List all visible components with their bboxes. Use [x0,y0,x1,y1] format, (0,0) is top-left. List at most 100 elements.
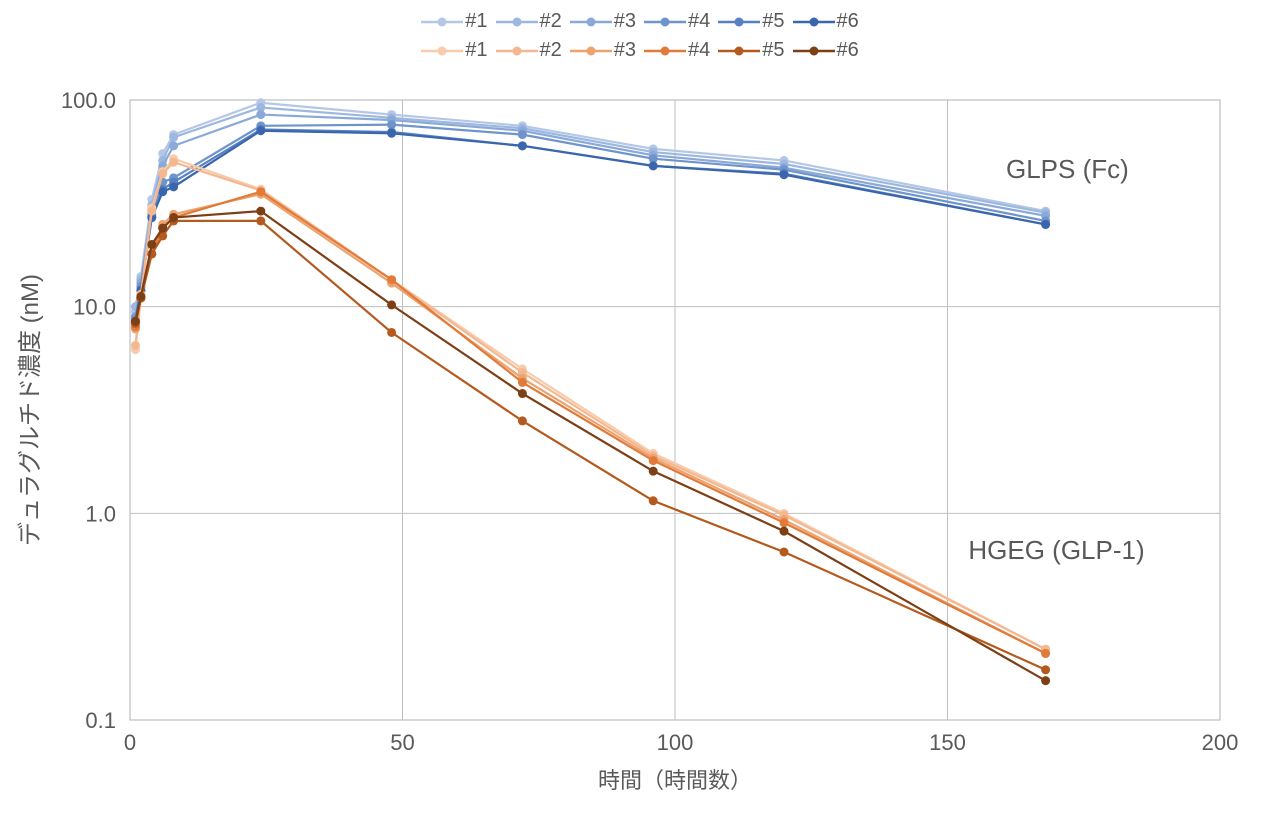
series-marker [147,240,156,249]
series-marker [649,496,658,505]
legend-item: #6 [793,10,859,33]
x-axis-label: 時間（時間数） [598,768,752,793]
x-tick-label: 50 [390,730,414,755]
legend-item: #2 [496,10,562,33]
series-marker [147,207,156,216]
legend-label: #5 [762,39,784,62]
legend-swatch [496,44,538,58]
series-marker [169,213,178,222]
legend-label: #1 [465,10,487,33]
series-marker [387,300,396,309]
legend-item: #3 [570,39,636,62]
series-marker [1041,649,1050,658]
legend-row: #1 #2 #3 #4 #5 #6 [0,39,1280,62]
series-marker [518,130,527,139]
y-tick-label: 0.1 [85,708,116,733]
series-marker [131,341,140,350]
legend-label: #6 [837,39,859,62]
legend-label: #2 [540,10,562,33]
series-marker [158,224,167,233]
legend-label: #3 [614,39,636,62]
y-tick-label: 1.0 [85,501,116,526]
chart-annotation: GLPS (Fc) [1006,154,1129,184]
series-marker [256,216,265,225]
legend-swatch [421,15,463,29]
series-marker [256,207,265,216]
series-marker [518,378,527,387]
legend-item: #4 [644,10,710,33]
y-tick-label: 100.0 [61,88,116,113]
series-line [135,103,1045,312]
legend-item: #3 [570,10,636,33]
series-marker [387,275,396,284]
legend-swatch [421,44,463,58]
chart-legend: #1 #2 #3 #4 #5 #6 #1 #2 #3 #4 #5 #6 [0,10,1280,62]
legend-item: #1 [421,39,487,62]
series-marker [649,467,658,476]
series-marker [387,129,396,138]
x-tick-label: 0 [124,730,136,755]
legend-swatch [570,15,612,29]
series-line [135,211,1045,681]
legend-label: #6 [837,10,859,33]
x-tick-label: 100 [657,730,694,755]
series-marker [169,141,178,150]
legend-swatch [718,15,760,29]
series-marker [131,317,140,326]
legend-swatch [496,15,538,29]
series-marker [256,187,265,196]
series-line [135,131,1045,322]
series-marker [649,161,658,170]
series-marker [518,141,527,150]
series-marker [169,133,178,142]
series-line [135,125,1045,319]
legend-label: #4 [688,39,710,62]
legend-label: #5 [762,10,784,33]
legend-label: #1 [465,39,487,62]
legend-item: #1 [421,10,487,33]
series-line [135,192,1045,654]
x-tick-label: 150 [929,730,966,755]
y-axis-label: デュラグルチド濃度 (nM) [17,274,44,546]
series-line [135,159,1045,650]
series-marker [158,169,167,178]
series-marker [780,518,789,527]
chart-container: #1 #2 #3 #4 #5 #6 #1 #2 #3 #4 #5 #6 0 50 100 150 200 0.1… [0,0,1280,833]
legend-swatch [570,44,612,58]
series-line [135,162,1045,649]
series-marker [256,110,265,119]
legend-swatch [793,44,835,58]
series-marker [169,158,178,167]
line-chart: 0 50 100 150 200 0.1 1.0 10.0 100.0 時間（時間数） デュラグルチ… [0,0,1280,833]
series-line [135,115,1045,317]
series-marker [1041,676,1050,685]
series-marker [518,416,527,425]
series-marker [780,527,789,536]
series-marker [1041,665,1050,674]
legend-label: #4 [688,10,710,33]
legend-swatch [644,44,686,58]
y-tick-label: 10.0 [73,295,116,320]
x-tick-label: 200 [1202,730,1239,755]
legend-label: #3 [614,10,636,33]
legend-item: #5 [718,39,784,62]
legend-label: #2 [540,39,562,62]
legend-item: #6 [793,39,859,62]
legend-item: #4 [644,39,710,62]
legend-item: #5 [718,10,784,33]
series-line [135,129,1045,321]
series-marker [780,547,789,556]
series-marker [158,187,167,196]
series-marker [780,170,789,179]
legend-swatch [793,15,835,29]
series-marker [649,456,658,465]
series-marker [387,328,396,337]
chart-annotation: HGEG (GLP-1) [968,535,1144,565]
series-marker [169,182,178,191]
legend-swatch [718,44,760,58]
legend-item: #2 [496,39,562,62]
legend-swatch [644,15,686,29]
series-marker [518,389,527,398]
series-marker [136,292,145,301]
series-marker [256,126,265,135]
